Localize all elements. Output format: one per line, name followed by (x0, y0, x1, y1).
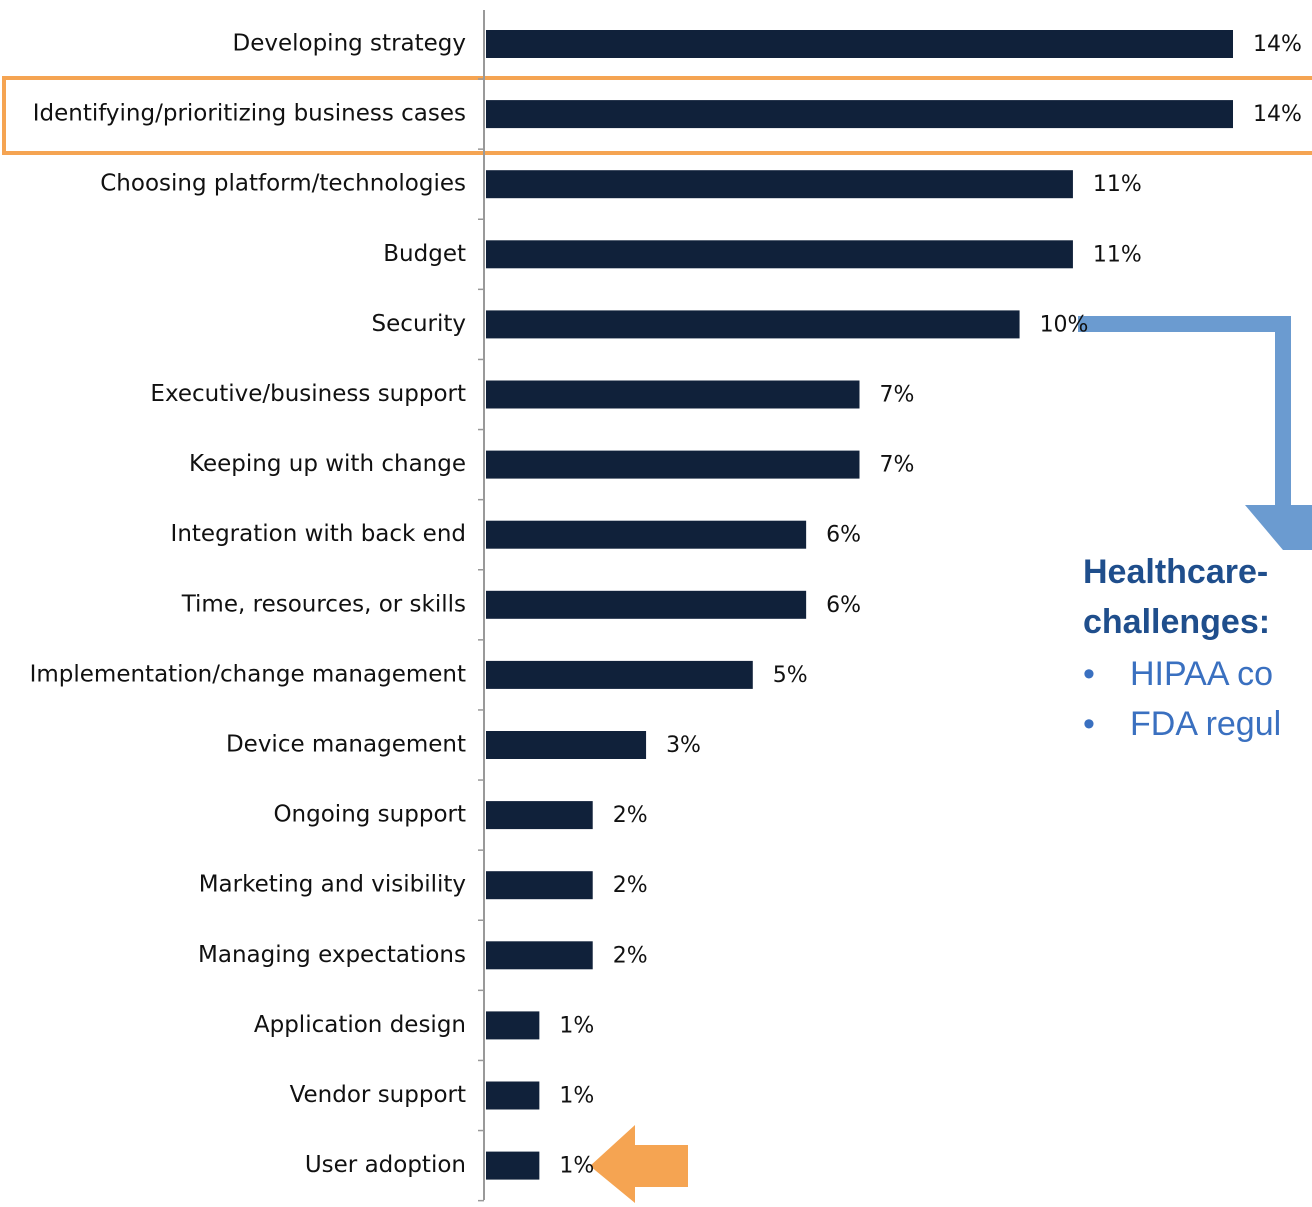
bar (486, 520, 807, 549)
bar (486, 310, 1020, 339)
value-label: 2% (613, 803, 648, 828)
value-label: 1% (559, 1084, 594, 1109)
bar (486, 590, 807, 619)
bar (486, 450, 860, 479)
annotation-bullet: FDA regul (1130, 705, 1281, 743)
pointer-arrow (590, 1125, 688, 1203)
bar (486, 100, 1233, 129)
bar (486, 30, 1233, 58)
value-label: 7% (880, 453, 915, 478)
bullet-dot: • (1083, 705, 1095, 743)
value-label: 6% (826, 523, 861, 548)
annotation-bullet: HIPAA co (1130, 655, 1273, 693)
bar (486, 240, 1073, 269)
category-label: Budget (383, 241, 466, 267)
category-label: Application design (254, 1012, 466, 1038)
category-label: Device management (226, 732, 466, 758)
value-label: 11% (1093, 172, 1142, 197)
category-label: Developing strategy (233, 31, 467, 57)
value-label: 11% (1093, 242, 1142, 267)
category-label: Keeping up with change (189, 451, 466, 477)
category-label: Managing expectations (198, 942, 466, 968)
bar (486, 871, 593, 900)
value-label: 2% (613, 873, 648, 898)
category-label: Vendor support (290, 1082, 466, 1108)
value-label: 6% (826, 593, 861, 618)
category-label: Executive/business support (150, 381, 466, 407)
bar (486, 1011, 540, 1040)
category-label: Implementation/change management (30, 661, 466, 687)
category-label: Integration with back end (171, 521, 466, 547)
value-label: 14% (1253, 32, 1302, 57)
highlight-box (2, 76, 1312, 155)
category-label: Identifying/prioritizing business cases (33, 101, 466, 127)
bar (486, 941, 593, 970)
category-label: User adoption (305, 1152, 466, 1178)
category-label: Choosing platform/technologies (100, 171, 466, 197)
bar (486, 1081, 540, 1110)
elbow-arrow (1078, 316, 1312, 550)
category-label: Time, resources, or skills (181, 591, 466, 617)
value-label: 2% (613, 943, 648, 968)
value-label: 3% (666, 733, 701, 758)
value-label: 7% (880, 383, 915, 408)
value-label: 14% (1253, 102, 1302, 127)
bar (486, 731, 647, 759)
category-label: Security (372, 311, 466, 337)
value-label: 1% (559, 1154, 594, 1179)
bar (486, 170, 1073, 199)
annotation-heading: Healthcare- (1083, 553, 1268, 591)
bullet-dot: • (1083, 655, 1095, 693)
value-label: 10% (1040, 312, 1089, 337)
annotation-heading: challenges: (1083, 603, 1270, 641)
value-label: 5% (773, 663, 808, 688)
bar (486, 801, 593, 830)
bar (486, 380, 860, 409)
category-label: Ongoing support (273, 802, 466, 828)
category-label: Marketing and visibility (199, 872, 466, 898)
bar (486, 1151, 540, 1180)
value-label: 1% (559, 1013, 594, 1038)
bar (486, 660, 753, 689)
